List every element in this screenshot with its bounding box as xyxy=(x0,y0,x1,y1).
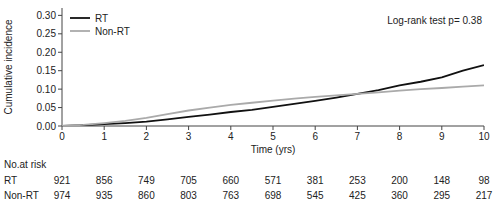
risk-row-label: Non-RT xyxy=(4,190,39,201)
y-tick-label: 0.20 xyxy=(37,47,57,58)
annotation: Log-rank test p= 0.38 xyxy=(387,15,482,26)
risk-value: 705 xyxy=(180,175,197,186)
x-tick xyxy=(315,126,316,130)
x-tick xyxy=(399,126,400,130)
y-tick-label: 0.25 xyxy=(37,28,57,39)
x-tick xyxy=(273,126,274,130)
y-axis: 0.00 0.05 0.10 0.15 0.20 0.25 0.30 xyxy=(37,8,62,132)
risk-value: 860 xyxy=(138,190,155,201)
risk-value: 974 xyxy=(54,190,71,201)
legend-label: Non-RT xyxy=(95,26,130,37)
risk-value: 98 xyxy=(478,175,490,186)
x-tick xyxy=(146,126,147,130)
x-tick xyxy=(188,126,189,130)
x-axis: 0 1 2 3 4 5 6 7 8 9 10 xyxy=(59,126,490,142)
risk-value: 856 xyxy=(96,175,113,186)
x-tick xyxy=(484,126,485,130)
x-tick-label: 0 xyxy=(59,131,65,142)
x-tick xyxy=(104,126,105,130)
risk-value: 148 xyxy=(433,175,450,186)
series-line xyxy=(62,65,484,126)
risk-value: 803 xyxy=(180,190,197,201)
y-axis-label: Cumulative incidence xyxy=(3,19,14,114)
x-tick-label: 4 xyxy=(228,131,234,142)
x-tick-label: 1 xyxy=(101,131,107,142)
risk-value: 360 xyxy=(391,190,408,201)
risk-value: 698 xyxy=(265,190,282,201)
risk-value: 921 xyxy=(54,175,71,186)
y-tick-label: 0.15 xyxy=(37,65,57,76)
risk-value: 217 xyxy=(476,190,493,201)
risk-value: 200 xyxy=(391,175,408,186)
x-tick xyxy=(357,126,358,130)
y-axis-line xyxy=(62,8,63,126)
y-tick xyxy=(58,126,62,127)
risk-value: 660 xyxy=(222,175,239,186)
risk-table-title: No.at risk xyxy=(4,159,47,170)
legend: RT Non-RT xyxy=(70,13,130,37)
risk-table: No.at risk RT 921 856 749 705 660 571 381 253 200 1… xyxy=(4,159,493,201)
risk-value: 571 xyxy=(265,175,282,186)
x-tick-label: 6 xyxy=(312,131,318,142)
chart: 0.00 0.05 0.10 0.15 0.20 0.25 0.30 Cumulative i… xyxy=(0,0,500,214)
legend-label: RT xyxy=(95,13,108,24)
x-tick-label: 5 xyxy=(270,131,276,142)
risk-value: 381 xyxy=(307,175,324,186)
risk-value: 295 xyxy=(433,190,450,201)
plot-area xyxy=(62,65,484,126)
x-tick-label: 8 xyxy=(397,131,403,142)
risk-value: 763 xyxy=(222,190,239,201)
legend-swatch xyxy=(70,30,90,32)
x-axis-label: Time (yrs) xyxy=(251,144,296,155)
x-tick xyxy=(62,126,63,130)
risk-value: 253 xyxy=(349,175,366,186)
x-tick-label: 2 xyxy=(144,131,150,142)
risk-row-label: RT xyxy=(4,175,17,186)
risk-value: 545 xyxy=(307,190,324,201)
y-tick xyxy=(58,70,62,71)
x-tick-label: 9 xyxy=(439,131,445,142)
x-tick-label: 10 xyxy=(478,131,490,142)
x-tick-label: 3 xyxy=(186,131,192,142)
risk-value: 935 xyxy=(96,190,113,201)
x-tick-label: 7 xyxy=(355,131,361,142)
y-tick xyxy=(58,15,62,16)
y-tick-label: 0.30 xyxy=(37,10,57,21)
series-line xyxy=(62,85,484,126)
legend-swatch xyxy=(70,17,90,19)
y-tick-label: 0.05 xyxy=(37,102,57,113)
y-tick xyxy=(58,107,62,108)
risk-value: 749 xyxy=(138,175,155,186)
y-tick xyxy=(58,52,62,53)
y-tick xyxy=(58,89,62,90)
x-tick xyxy=(230,126,231,130)
y-tick-label: 0.00 xyxy=(37,121,57,132)
risk-value: 425 xyxy=(349,190,366,201)
y-tick-label: 0.10 xyxy=(37,84,57,95)
x-tick xyxy=(441,126,442,130)
y-tick xyxy=(58,33,62,34)
